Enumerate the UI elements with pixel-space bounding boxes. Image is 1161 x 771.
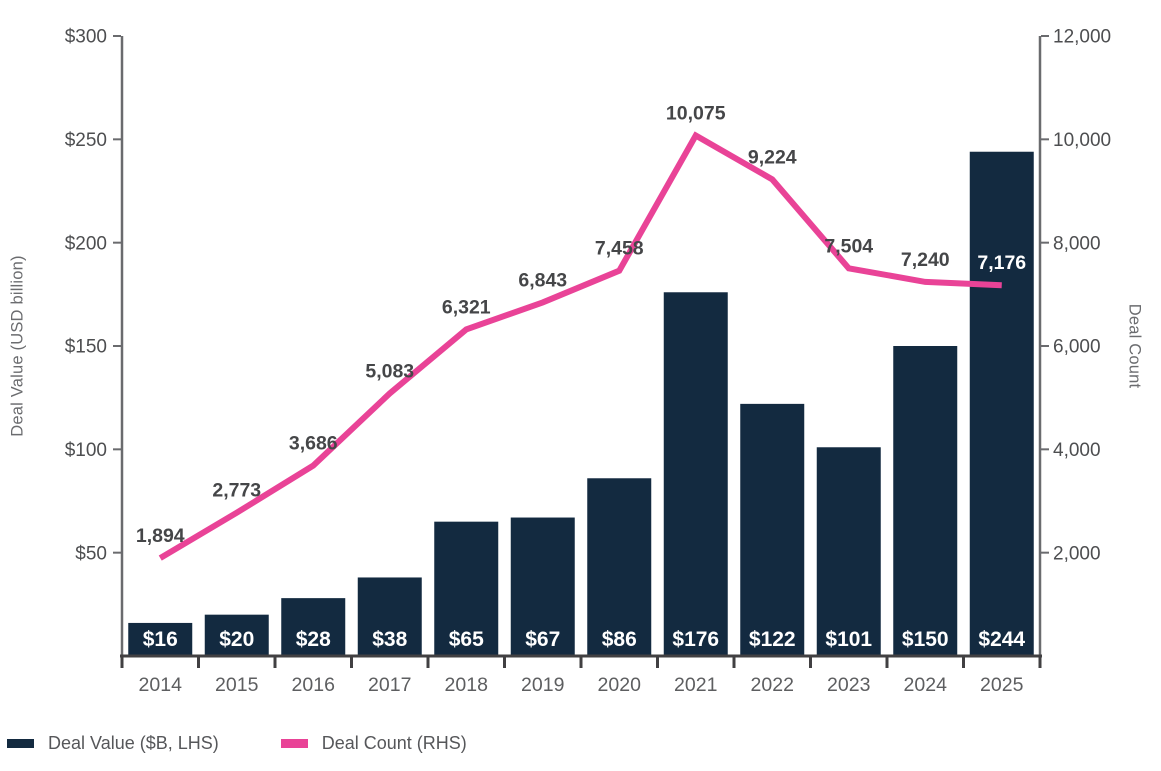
bar-2019 [510, 517, 575, 656]
chart-legend: Deal Value ($B, LHS) Deal Count (RHS) [7, 733, 529, 754]
x-axis-label-2020: 2020 [598, 674, 642, 696]
count-label-2021: 10,075 [666, 102, 726, 124]
bar-value-label-2022: $122 [749, 628, 796, 651]
x-axis-label-2014: 2014 [139, 674, 183, 696]
bar-value-label-2021: $176 [672, 628, 719, 651]
bar-value-label-2019: $67 [525, 628, 560, 651]
bar-2020 [587, 478, 652, 656]
left-axis-tick-label: $250 [65, 130, 107, 151]
bar-value-label-2024: $150 [902, 628, 949, 651]
x-axis-label-2017: 2017 [368, 674, 411, 696]
bar-value-label-2015: $20 [219, 628, 254, 651]
right-axis-tick-label: 2,000 [1053, 543, 1101, 564]
x-axis-label-2015: 2015 [215, 674, 259, 696]
bar-value-label-2023: $101 [825, 628, 872, 651]
left-axis-tick-label: $50 [75, 543, 107, 564]
count-label-2023: 7,504 [824, 235, 873, 257]
count-label-2019: 6,843 [518, 269, 567, 291]
x-axis-label-2018: 2018 [445, 674, 488, 696]
legend-label-deal-value: Deal Value ($B, LHS) [48, 733, 219, 753]
legend-label-deal-count: Deal Count (RHS) [321, 733, 467, 753]
bar-2017 [357, 577, 422, 656]
right-axis-tick-label: 6,000 [1053, 337, 1101, 358]
left-axis-tick-label: $300 [65, 27, 107, 48]
count-label-2020: 7,458 [595, 238, 644, 260]
x-axis-label-2019: 2019 [521, 674, 564, 696]
x-axis-label-2023: 2023 [827, 674, 870, 696]
x-axis-label-2021: 2021 [674, 674, 717, 696]
bar-2023 [816, 447, 881, 656]
bar-2025 [969, 151, 1034, 656]
bar-value-label-2018: $65 [449, 628, 484, 651]
count-label-2015: 2,773 [212, 480, 261, 502]
right-axis-tick-label: 10,000 [1053, 130, 1111, 151]
bar-2018 [434, 521, 499, 656]
left-axis-tick-label: $150 [65, 337, 107, 358]
deal-count-line [158, 131, 1002, 561]
deal-value-swatch-icon [7, 739, 34, 748]
left-axis-tick-label: $100 [65, 440, 107, 461]
legend-item-deal-value: Deal Value ($B, LHS) [7, 733, 219, 754]
bar-value-label-2020: $86 [602, 628, 637, 651]
count-label-2025: 7,176 [977, 252, 1026, 274]
x-axis-label-2024: 2024 [904, 674, 948, 696]
x-axis-label-2022: 2022 [751, 674, 794, 696]
count-label-2016: 3,686 [289, 433, 338, 455]
bar-2022 [740, 403, 805, 656]
bar-2015 [204, 614, 269, 656]
bar-2021 [663, 292, 728, 656]
right-axis-title: Deal Count [1125, 303, 1144, 389]
bar-2024 [893, 346, 958, 656]
x-axis-label-2016: 2016 [292, 674, 335, 696]
left-axis-title: Deal Value (USD billion) [8, 255, 27, 437]
count-label-2024: 7,240 [901, 249, 950, 271]
bar-value-label-2025: $244 [978, 628, 1025, 651]
bar-2014 [128, 622, 193, 656]
left-axis-tick-label: $200 [65, 233, 107, 254]
bar-value-label-2014: $16 [143, 628, 178, 651]
count-label-2018: 6,321 [442, 296, 491, 318]
x-axis-label-2025: 2025 [980, 674, 1024, 696]
deal-count-swatch-icon [280, 739, 308, 748]
legend-item-deal-count: Deal Count (RHS) [280, 733, 467, 754]
right-axis-tick-label: 12,000 [1053, 27, 1111, 48]
right-axis-tick-label: 4,000 [1053, 440, 1101, 461]
count-label-2022: 9,224 [748, 146, 797, 168]
bar-value-label-2017: $38 [372, 628, 407, 651]
bar-value-label-2016: $28 [296, 628, 331, 651]
count-label-2017: 5,083 [365, 360, 414, 382]
bar-2016 [281, 598, 346, 656]
count-label-2014: 1,894 [136, 525, 185, 547]
right-axis-tick-label: 8,000 [1053, 233, 1101, 254]
